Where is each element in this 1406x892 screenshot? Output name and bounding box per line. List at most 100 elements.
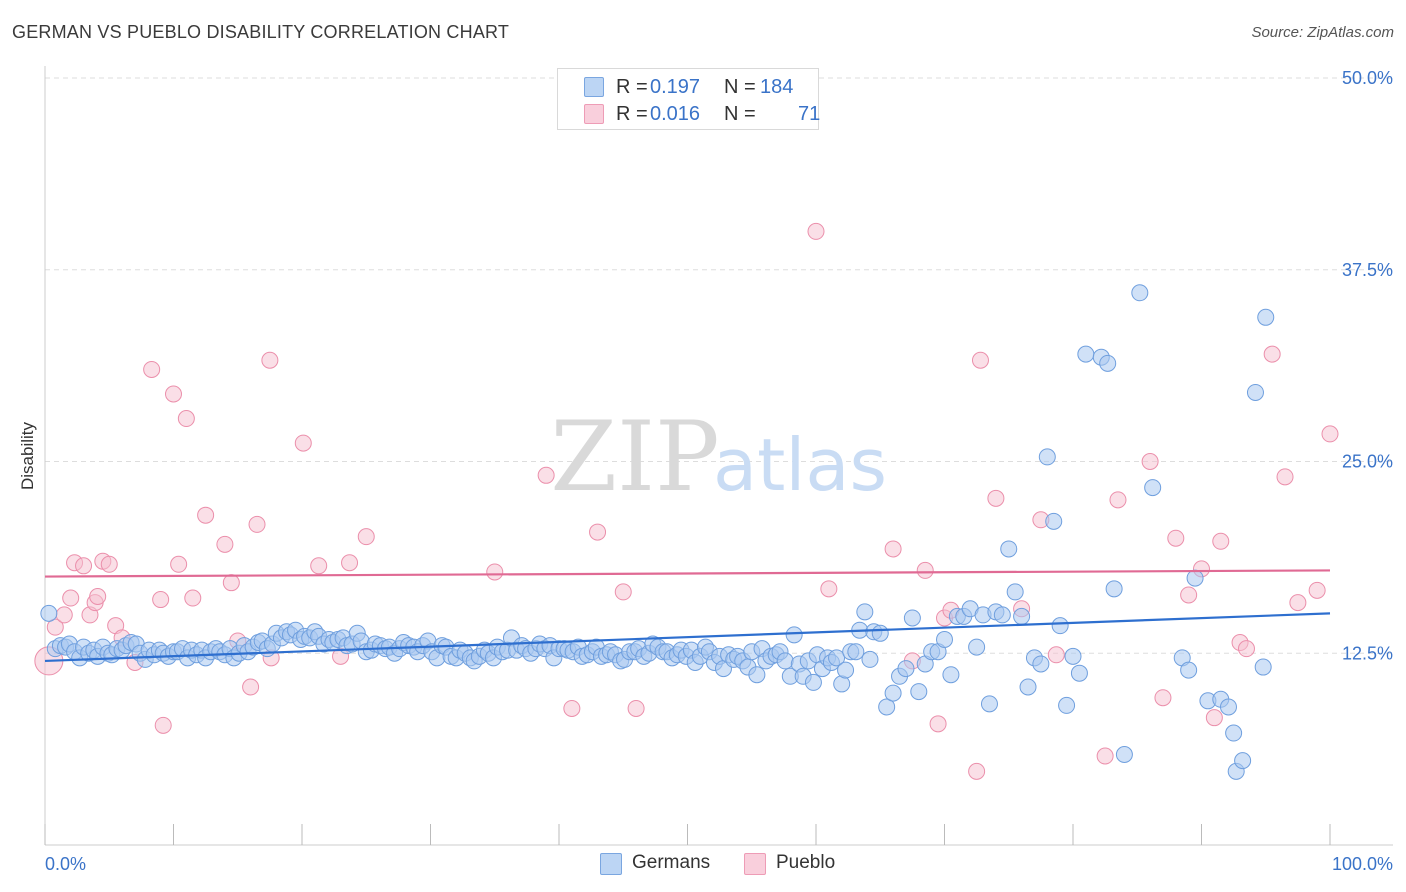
pueblo-point [1237,640,1255,658]
pueblo-point [820,580,838,598]
germans-trendline [44,612,1331,663]
pueblo-point [1263,345,1281,363]
pueblo-point [357,528,375,546]
pueblo-point [614,583,632,601]
watermark-zip: ZIP [550,401,719,513]
pueblo-point [46,618,64,636]
n-value: 71 [798,103,821,125]
germans-point [1019,678,1037,696]
pueblo-point [1205,709,1223,727]
germans-point [804,673,822,691]
pueblo-point [1141,453,1159,470]
germans-point [871,624,889,642]
pueblo-point [1289,594,1307,612]
pueblo-point [1109,491,1127,509]
germans-point [897,660,915,678]
germans-point [1219,698,1237,716]
x-tick-label: 100.0% [1332,854,1393,874]
pueblo-point [310,557,328,575]
y-tick-label: 12.5% [1342,643,1393,663]
germans-point [1180,661,1198,679]
pueblo-point [1212,532,1230,550]
n-label: N = [724,103,756,125]
germans-point [1051,617,1069,635]
pueblo-point [987,489,1005,507]
germans-point [1045,512,1063,530]
pueblo-point [1167,529,1185,547]
pueblo-point [627,699,645,717]
pueblo-point [62,589,80,607]
axes [44,66,1393,846]
y-tick-label: 25.0% [1342,452,1393,472]
pueblo-point [55,606,73,624]
germans-point [936,630,953,648]
pueblo-point [971,351,989,369]
germans-point [1099,354,1117,372]
germans-swatch [600,853,622,875]
germans-point [980,695,998,713]
pueblo-point [589,523,607,541]
pueblo-point [537,466,555,484]
pueblo-point [1276,468,1294,486]
pueblo-point [184,589,202,607]
germans-point [1225,724,1243,742]
pueblo-point [294,434,312,452]
germans-point [942,666,960,684]
pueblo-point [170,555,188,573]
r-label: R = [616,103,648,125]
germans-point [968,638,986,656]
pueblo-point [1321,425,1339,443]
pueblo-point [197,506,215,524]
pueblo-point [261,351,279,369]
y-tick-label: 50.0% [1342,68,1393,88]
germans-point [910,683,928,701]
y-axis-label: Disability [18,421,37,490]
germans-point [884,684,902,702]
pueblo-point [1047,646,1065,664]
n-value: 184 [760,76,794,98]
y-tick-label: 37.5% [1342,260,1393,280]
germans-point [1038,448,1056,466]
r-value: 0.016 [650,103,701,125]
pueblo-point [929,715,947,733]
germans-point [1070,664,1088,682]
pueblo-point [884,540,902,558]
pueblo-point [242,678,260,696]
pueblo-point [807,222,825,240]
germans-point [1131,284,1149,302]
germans-point [785,626,803,644]
pueblo-point [248,515,266,533]
germans-point [1257,308,1275,326]
germans-point [1234,752,1252,770]
pueblo-point [222,574,240,592]
germans-point [1105,580,1123,598]
pueblo-point [916,561,934,579]
trendlines [44,569,1331,663]
germans-point [1064,647,1082,665]
germans-swatch [584,77,604,97]
pueblo-point [216,535,234,553]
pueblo-point [968,762,986,780]
pueblo-swatch [744,853,766,875]
watermark-atlas: atlas [713,423,887,507]
source-label: Source: ZipAtlas.com [1251,24,1394,41]
pueblo-point [177,410,195,428]
germans-point [1186,569,1204,587]
gridlines [45,77,1395,654]
pueblo-point [1154,689,1172,707]
germans-point [748,666,766,684]
legend-label-germans: Germans [632,852,711,873]
pueblo-point [341,554,359,572]
germans-points [40,284,1275,780]
pueblo-point [143,360,161,378]
germans-point [1013,607,1031,625]
germans-point [1032,655,1050,673]
germans-point [856,603,874,621]
germans-point [1006,583,1024,601]
germans-point [828,649,846,667]
germans-point [1144,479,1162,497]
germans-point [1000,540,1018,558]
germans-point [1115,745,1133,763]
germans-point [837,661,855,679]
